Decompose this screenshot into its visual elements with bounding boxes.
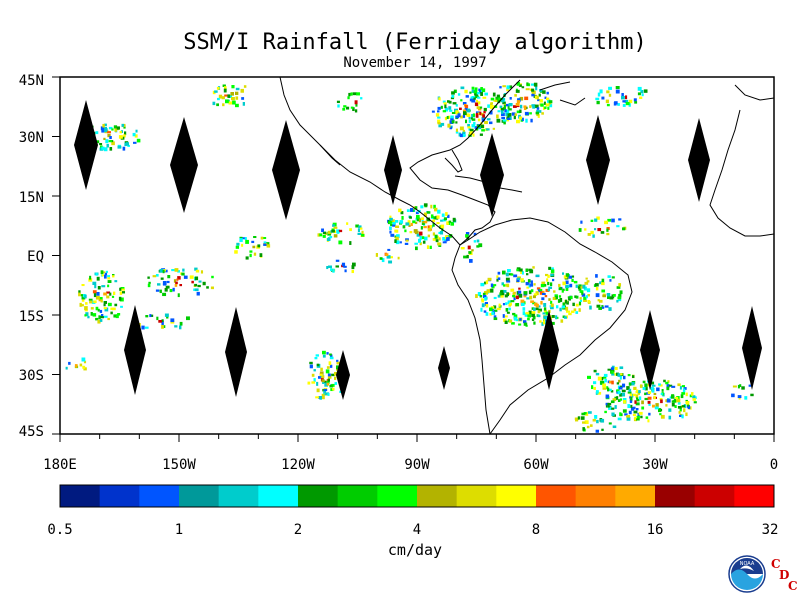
colorbar-swatch	[536, 485, 577, 507]
colorbar-frame	[59, 484, 775, 508]
data-gap-diamond	[586, 115, 610, 205]
data-gap-diamond	[225, 307, 247, 397]
noaa-logo-text: NOAA	[740, 561, 755, 567]
map-date: November 14, 1997	[343, 55, 487, 71]
colorbar-label-4: 4	[412, 522, 422, 538]
colorbar-swatch	[734, 485, 775, 507]
colorbar-swatch	[655, 485, 696, 507]
colorbar-swatch	[60, 485, 101, 507]
colorbar-label-8: 8	[531, 522, 541, 538]
data-gap-diamond	[688, 118, 710, 202]
x-label-60w: 60W	[523, 457, 549, 473]
y-label-eq: EQ	[27, 249, 44, 265]
map-frame	[59, 76, 775, 435]
data-gap-diamond	[170, 117, 198, 213]
x-label-120w: 120W	[281, 457, 315, 473]
colorbar-swatch	[417, 485, 458, 507]
colorbar-swatch	[258, 485, 299, 507]
colorbar-swatch	[496, 485, 537, 507]
y-label-45n: 45N	[18, 73, 44, 89]
noaa-logo-icon: NOAA	[728, 555, 766, 593]
data-gap-diamond	[272, 120, 300, 220]
data-gaps	[74, 100, 762, 400]
y-label-30n: 30N	[18, 130, 44, 146]
colorbar	[59, 484, 775, 508]
colorbar-swatch	[139, 485, 180, 507]
y-label-30s: 30S	[18, 368, 44, 384]
data-gap-diamond	[742, 306, 762, 390]
data-gap-diamond	[539, 310, 559, 390]
coastlines	[279, 76, 775, 435]
colorbar-label-16: 16	[646, 522, 664, 538]
colorbar-swatch	[575, 485, 616, 507]
data-gap-diamond	[124, 305, 146, 395]
colorbar-label-2: 2	[293, 522, 303, 538]
data-gap-diamond	[74, 100, 98, 190]
colorbar-swatch	[615, 485, 656, 507]
cdc-letter-c2: C	[788, 579, 798, 593]
colorbar-label-1: 1	[174, 522, 184, 538]
map-title: SSM/I Rainfall (Ferriday algorithm)	[183, 30, 647, 55]
cdc-letter-c1: C	[771, 557, 781, 571]
colorbar-swatch	[179, 485, 220, 507]
colorbar-swatch	[218, 485, 259, 507]
colorbar-swatch	[99, 485, 140, 507]
x-label-180e: 180E	[43, 457, 77, 473]
colorbar-swatch	[694, 485, 735, 507]
colorbar-units: cm/day	[387, 541, 443, 559]
x-label-0: 0	[769, 457, 779, 473]
rainfall-patches	[65, 81, 754, 433]
x-label-150w: 150W	[162, 457, 196, 473]
data-gap-diamond	[384, 135, 402, 205]
data-gap-diamond	[438, 346, 450, 390]
x-label-90w: 90W	[404, 457, 430, 473]
y-label-45s: 45S	[18, 424, 44, 440]
data-gap-diamond	[640, 310, 660, 390]
data-gap-diamond	[480, 133, 504, 217]
colorbar-swatch	[377, 485, 418, 507]
colorbar-swatch	[298, 485, 339, 507]
y-label-15n: 15N	[18, 190, 44, 206]
cdc-letter-d: D	[779, 568, 790, 582]
colorbar-swatch	[456, 485, 497, 507]
x-label-30w: 30W	[642, 457, 668, 473]
y-label-15s: 15S	[18, 309, 44, 325]
colorbar-swatch	[337, 485, 378, 507]
colorbar-label-0-5: 0.5	[47, 522, 73, 538]
axis-ticks	[52, 76, 775, 442]
colorbar-label-32: 32	[761, 522, 779, 538]
data-gap-diamond	[336, 350, 350, 400]
